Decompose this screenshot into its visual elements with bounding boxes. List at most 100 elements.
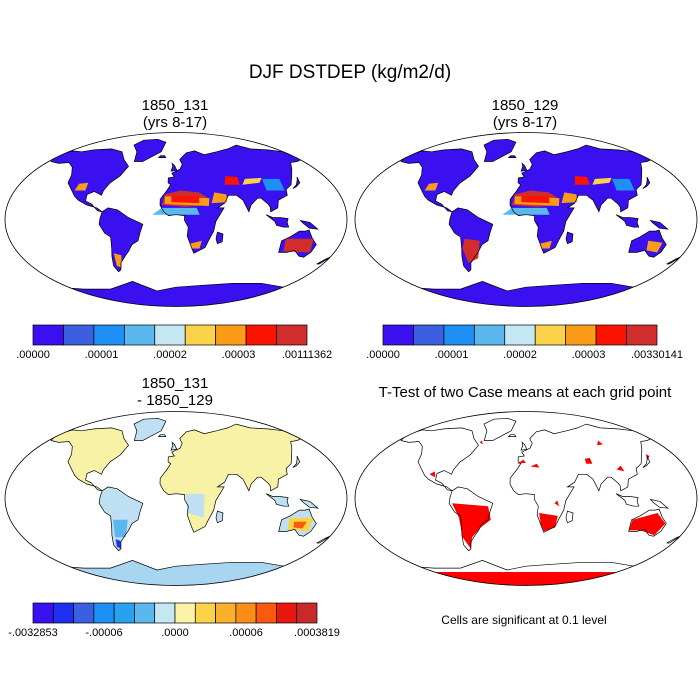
colorbar-tick-label: .00111362 [282,349,332,361]
deposition-region [242,177,262,185]
map-panel-4 [354,411,698,586]
land-northAmerica [51,427,129,491]
coastline-africaEurasia [159,144,307,254]
coastline-britain [520,441,528,451]
coastline-africaEurasia [159,423,307,533]
panel1-title: 1850_131 (yrs 8-17) [5,97,345,131]
colorbar-tick-label: .00003 [222,349,256,361]
land-antarctica [404,281,644,307]
coastline-africaEurasia [509,144,657,254]
coastline-northAmerica [50,148,129,213]
difference-region [113,519,128,538]
coastline-madagascar [215,510,224,524]
land-britain [521,163,527,172]
significant-cells [429,471,436,478]
land-northAmerica [401,148,479,212]
coastline-newGuinea [299,498,319,509]
coastline-southAmerica [98,207,144,273]
colorbar-swatch [276,324,308,346]
deposition-region [424,182,439,191]
colorbar-swatch [245,324,277,346]
land-britain [171,442,177,451]
coastline-japan [292,176,301,189]
coastline-australia [628,508,667,537]
colorbar-1: .00000 .00001 .00002 .00003 .00111362 [16,324,332,361]
coastline-madagascar [565,231,574,245]
coastline-northAmerica [50,427,129,492]
panel2-title-line2: (yrs 8-17) [492,114,558,131]
map-border [354,132,698,307]
coastline-madagascar [215,231,224,245]
significant-cells [597,440,603,446]
significant-cells [452,503,491,549]
deposition-region [574,176,590,185]
coastline-iceland [157,434,167,437]
map-border [354,411,698,586]
colorbar-swatch [113,602,135,624]
colorbar-tick-label: .00006 [229,627,263,639]
colorbar-swatch [276,602,298,624]
coastline-australia [278,508,317,537]
panel2-title: 1850_129 (yrs 8-17) [355,97,695,131]
colorbar-tick-label: -.0032853 [8,627,58,639]
land-indonesia [616,214,639,228]
colorbar-tick-label: .00001 [435,349,469,361]
coastline-greenland [133,417,167,441]
deposition-region [646,240,663,253]
coastline-indonesia [265,493,290,507]
deposition-region [502,207,550,215]
colorbar-swatch [215,324,247,346]
colorbar-swatch [32,324,64,346]
land-greenland [484,139,516,162]
coastline-greenland [483,138,517,162]
colorbar-tick-label: -.00006 [85,627,122,639]
coastline-southAmerica [448,486,494,552]
deposition-region [211,192,228,204]
colorbar-swatch [626,324,658,346]
coastline-africaEurasia [509,423,657,533]
colorbar-3: -.0032853 -.00006 .0000 .00006 .0003819 [8,602,340,639]
colorbar-swatch [184,324,217,346]
colorbar-swatch [32,602,54,624]
colorbar-swatch [154,602,176,624]
panel1-title-line2: (yrs 8-17) [142,114,208,131]
coastline-madagascar [565,510,574,524]
coastline-indonesia [615,214,640,228]
colorbar-tick-label: .0003819 [294,627,340,639]
panel3-title-line2: - 1850_129 [137,392,213,409]
land-newGuinea [300,499,318,509]
coastline-britain [170,162,178,172]
colorbar-swatch [93,602,115,624]
land-madagascar [216,232,223,244]
colorbar-tick-label: .00001 [85,349,119,361]
land-britain [171,163,177,172]
figure-title: DJF DSTDEP (kg/m2/d) [248,62,452,83]
deposition-region [171,196,200,204]
colorbar-swatch [296,602,318,624]
coastline-iceland [507,434,517,437]
deposition-region [113,253,122,268]
difference-region [293,521,307,529]
colorbar-tick-label: .00000 [16,349,50,361]
deposition-region [539,240,552,249]
panel3-title-line1: 1850_131 [141,375,209,392]
colorbar-tick-label: .00330141 [631,349,683,361]
colorbar-tick-label: .00003 [572,349,606,361]
colorbar-swatch [215,602,237,624]
colorbar-swatch [63,324,95,346]
panel3-title: 1850_131 - 1850_129 [5,375,345,409]
colorbar-swatch [73,602,95,624]
colorbar-swatch [235,602,257,624]
colorbar-swatch [473,324,506,346]
panel2-title-line1: 1850_129 [491,97,559,114]
map-panel-3 [4,411,348,586]
colorbar-swatch [413,324,445,346]
coastline-southAmerica [448,207,494,273]
deposition-region [592,177,612,185]
land-indonesia [266,214,289,228]
deposition-region [561,192,578,204]
deposition-region [74,182,89,191]
coastline-indonesia [265,214,290,228]
deposition-region [152,207,200,215]
land-madagascar [216,511,223,523]
